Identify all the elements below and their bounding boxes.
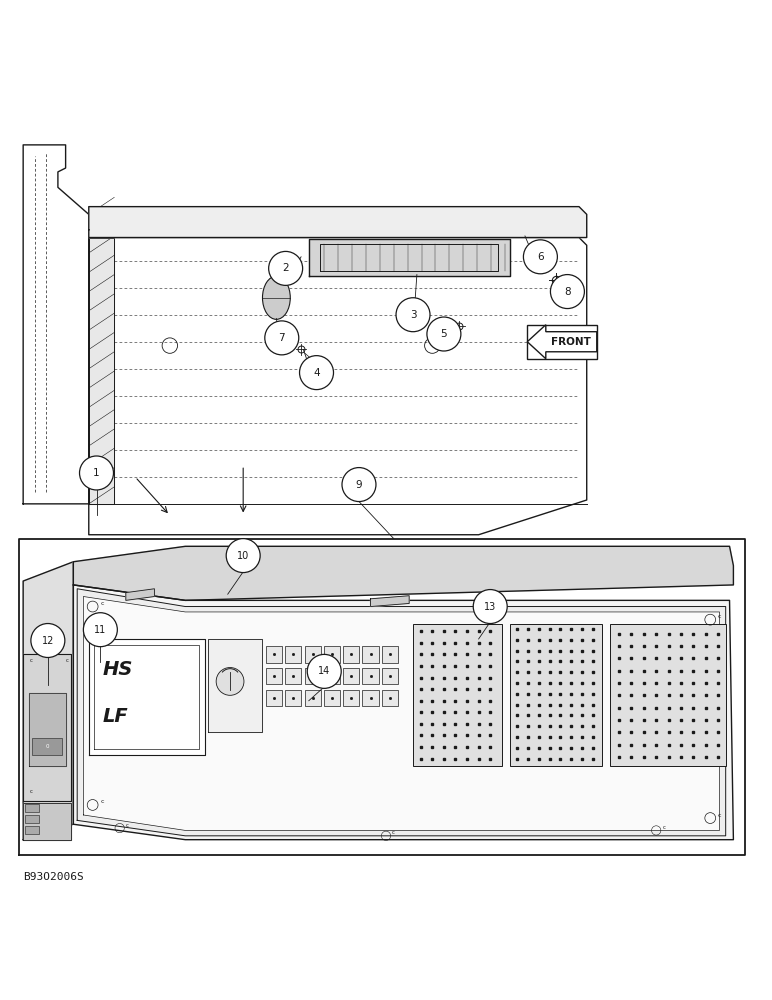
Text: HS: HS bbox=[103, 660, 133, 679]
Circle shape bbox=[523, 240, 557, 274]
Bar bbox=[25, 815, 39, 823]
Text: c: c bbox=[29, 789, 32, 794]
Polygon shape bbox=[89, 639, 205, 755]
Text: 2: 2 bbox=[283, 263, 289, 273]
Bar bbox=[25, 804, 39, 812]
Bar bbox=[266, 668, 282, 684]
Polygon shape bbox=[29, 693, 66, 766]
Text: 4: 4 bbox=[313, 368, 320, 378]
Bar bbox=[286, 668, 301, 684]
Text: 13: 13 bbox=[484, 602, 496, 612]
Text: 14: 14 bbox=[318, 666, 330, 676]
Bar bbox=[382, 690, 398, 706]
Text: 6: 6 bbox=[537, 252, 543, 262]
Polygon shape bbox=[527, 325, 597, 359]
Circle shape bbox=[307, 654, 341, 688]
Bar bbox=[324, 646, 340, 663]
Bar bbox=[286, 690, 301, 706]
Text: 1: 1 bbox=[93, 468, 100, 478]
Bar bbox=[510, 624, 602, 766]
Polygon shape bbox=[73, 546, 733, 600]
Circle shape bbox=[473, 590, 507, 624]
Polygon shape bbox=[89, 238, 114, 504]
Circle shape bbox=[31, 624, 65, 657]
Circle shape bbox=[342, 468, 376, 502]
Text: c: c bbox=[29, 658, 32, 663]
Bar bbox=[363, 668, 378, 684]
Circle shape bbox=[300, 356, 334, 390]
Bar bbox=[382, 646, 398, 663]
Polygon shape bbox=[77, 589, 726, 836]
Polygon shape bbox=[126, 589, 154, 600]
Circle shape bbox=[216, 668, 244, 695]
Circle shape bbox=[226, 539, 260, 573]
Bar bbox=[413, 624, 502, 766]
Text: 12: 12 bbox=[42, 636, 54, 646]
Text: c: c bbox=[718, 614, 722, 619]
Text: c: c bbox=[718, 813, 722, 818]
Circle shape bbox=[427, 317, 461, 351]
Bar bbox=[266, 646, 282, 663]
Bar bbox=[363, 646, 378, 663]
Bar bbox=[286, 646, 301, 663]
Bar bbox=[32, 738, 62, 755]
Bar bbox=[324, 690, 340, 706]
Text: c: c bbox=[392, 830, 395, 835]
Text: 7: 7 bbox=[279, 333, 285, 343]
Text: 8: 8 bbox=[564, 287, 571, 297]
Text: LF: LF bbox=[103, 707, 128, 726]
FancyBboxPatch shape bbox=[527, 325, 597, 359]
Text: 3: 3 bbox=[410, 310, 416, 320]
Circle shape bbox=[83, 613, 117, 647]
Text: c: c bbox=[66, 658, 69, 663]
Text: 10: 10 bbox=[237, 551, 249, 561]
Polygon shape bbox=[83, 596, 720, 830]
Bar bbox=[25, 826, 39, 834]
Polygon shape bbox=[371, 596, 409, 607]
Bar bbox=[343, 690, 360, 706]
Circle shape bbox=[265, 321, 299, 355]
Circle shape bbox=[269, 251, 303, 285]
Polygon shape bbox=[23, 654, 71, 801]
Polygon shape bbox=[208, 639, 262, 732]
FancyArrowPatch shape bbox=[528, 333, 584, 350]
Circle shape bbox=[80, 456, 113, 490]
Bar bbox=[343, 646, 360, 663]
Circle shape bbox=[550, 275, 584, 309]
Bar bbox=[266, 690, 282, 706]
Bar bbox=[363, 690, 378, 706]
Bar bbox=[324, 668, 340, 684]
Polygon shape bbox=[23, 562, 73, 840]
Bar bbox=[382, 668, 398, 684]
Bar bbox=[305, 668, 321, 684]
Bar bbox=[610, 624, 726, 766]
Polygon shape bbox=[89, 207, 587, 238]
Circle shape bbox=[396, 298, 430, 332]
Bar bbox=[305, 690, 321, 706]
Text: 5: 5 bbox=[441, 329, 447, 339]
Polygon shape bbox=[23, 145, 89, 504]
Bar bbox=[305, 646, 321, 663]
Polygon shape bbox=[23, 803, 71, 840]
Text: c: c bbox=[100, 601, 104, 606]
Text: FRONT: FRONT bbox=[550, 337, 591, 347]
Ellipse shape bbox=[262, 276, 290, 319]
Text: B93O2006S: B93O2006S bbox=[23, 872, 84, 882]
Bar bbox=[343, 668, 360, 684]
Text: 0: 0 bbox=[46, 744, 49, 749]
Polygon shape bbox=[89, 238, 587, 535]
Text: 9: 9 bbox=[356, 480, 362, 490]
Text: c: c bbox=[100, 799, 104, 804]
Text: 11: 11 bbox=[94, 625, 107, 635]
Text: c: c bbox=[126, 823, 129, 828]
Text: c: c bbox=[662, 825, 665, 830]
Polygon shape bbox=[73, 585, 733, 840]
Polygon shape bbox=[309, 239, 510, 276]
